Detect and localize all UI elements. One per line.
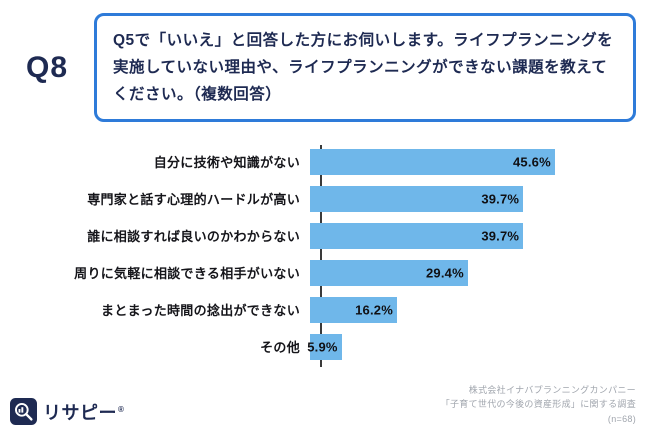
brand-logo: リサピー® — [10, 398, 124, 425]
source-line-survey: 「子育て世代の今後の資産形成」に関する調査 — [440, 399, 636, 410]
bar: 45.6% — [310, 148, 555, 175]
bar-track: 16.2% — [310, 296, 636, 323]
chart-row: 専門家と話す心理的ハードルが高い 39.7% — [14, 180, 636, 217]
bar-track: 45.6% — [310, 148, 636, 175]
category-label: その他 — [260, 340, 300, 355]
chart-row: 自分に技術や知識がない 45.6% — [14, 143, 636, 180]
question-text: Q5で「いいえ」と回答した方にお伺いします。ライフプランニングを実施していない理… — [113, 32, 614, 104]
bar-value-label: 5.9% — [307, 339, 338, 354]
bar-value-label: 29.4% — [426, 265, 464, 280]
bar: 29.4% — [310, 259, 468, 286]
registered-mark: ® — [118, 404, 125, 414]
bar-track: 5.9% — [307, 333, 636, 360]
bar-value-label: 39.7% — [481, 228, 520, 243]
chart-row: まとまった時間の捻出ができない 16.2% — [14, 291, 636, 328]
category-label: 専門家と話す心理的ハードルが高い — [87, 192, 300, 207]
bar-value-label: 45.6% — [512, 154, 551, 169]
survey-source-note: 株式会社イナバプランニングカンパニー 「子育て世代の今後の資産形成」に関する調査… — [441, 383, 636, 426]
bar: 39.7% — [310, 185, 524, 212]
bar: 16.2% — [310, 296, 397, 323]
bar-track: 29.4% — [310, 259, 636, 286]
bar-value-label: 16.2% — [355, 302, 393, 317]
question-number: Q8 — [25, 50, 69, 84]
bar-track: 39.7% — [310, 185, 636, 212]
bar: 5.9% — [307, 333, 342, 360]
chart-row: 誰に相談すれば良いのかわからない 39.7% — [14, 217, 636, 254]
question-box: Q5で「いいえ」と回答した方にお伺いします。ライフプランニングを実施していない理… — [94, 13, 636, 123]
chart-rows: 自分に技術や知識がない 45.6% 専門家と話す心理的ハードルが高い 39.7% 誰に相… — [14, 143, 636, 365]
question-header: Q8 Q5で「いいえ」と回答した方にお伺いします。ライフプランニングを実施してい… — [0, 0, 650, 123]
category-label: まとまった時間の捻出ができない — [101, 303, 300, 318]
horizontal-bar-chart: 自分に技術や知識がない 45.6% 専門家と話す心理的ハードルが高い 39.7% 誰に相… — [14, 143, 636, 371]
category-label: 誰に相談すれば良いのかわからない — [87, 229, 300, 244]
bar-value-label: 39.7% — [481, 191, 520, 206]
chart-row: その他 5.9% — [14, 328, 636, 365]
category-label: 自分に技術や知識がない — [153, 155, 300, 170]
chart-row: 周りに気軽に相談できる相手がいない 29.4% — [14, 254, 636, 291]
magnifier-chart-logo-icon — [10, 398, 37, 425]
category-label: 周りに気軽に相談できる相手がいない — [74, 266, 300, 281]
y-axis-line — [320, 145, 322, 367]
logo-wordmark: リサピー® — [43, 402, 125, 423]
bar-track: 39.7% — [310, 222, 636, 249]
source-line-n: (n=68) — [607, 413, 636, 424]
source-line-company: 株式会社イナバプランニングカンパニー — [468, 384, 636, 395]
bar: 39.7% — [310, 222, 524, 249]
